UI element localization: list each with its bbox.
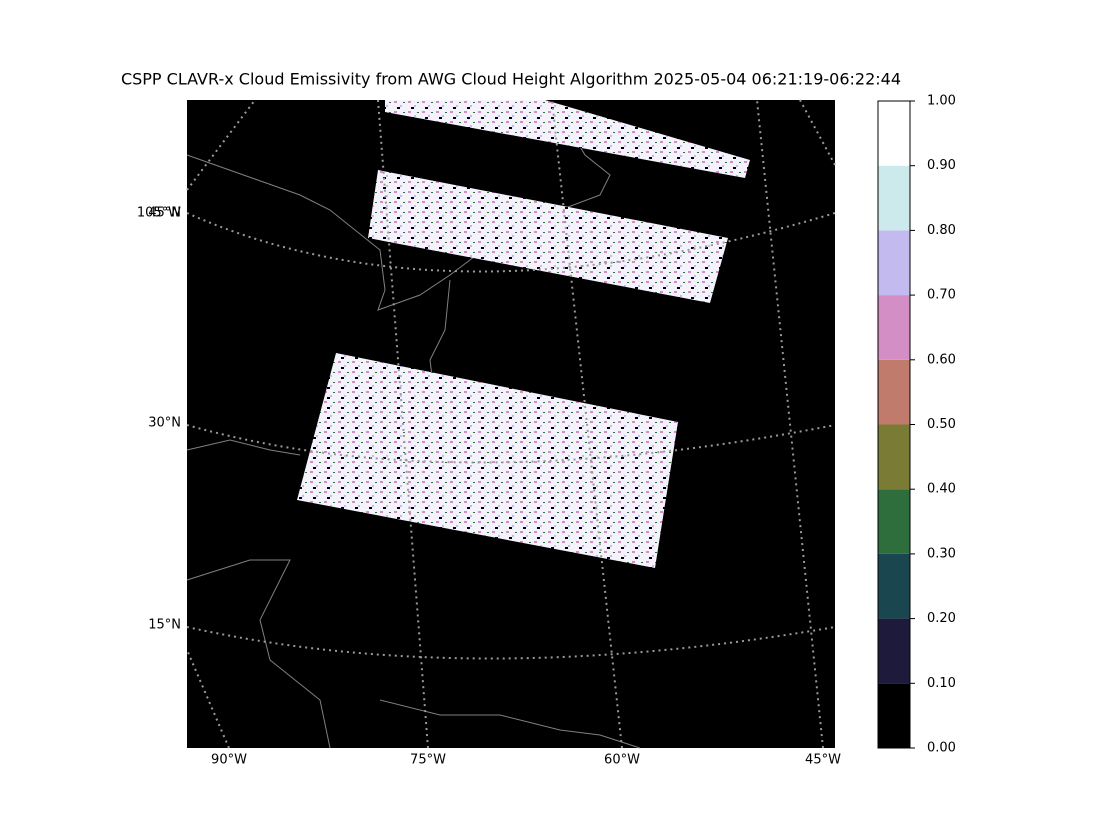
colorbar-segment xyxy=(878,424,910,490)
map xyxy=(186,99,836,749)
lat-label: 45°N xyxy=(148,206,181,221)
graticule xyxy=(186,99,836,749)
lon-label: 105°W xyxy=(137,206,181,221)
colorbar-tick-label: 0.40 xyxy=(927,482,956,497)
swath xyxy=(297,353,678,568)
colorbar-tick-label: 0.50 xyxy=(927,417,956,432)
lon-label: 75°W xyxy=(410,753,446,768)
lon-label: 45°W xyxy=(805,753,841,768)
colorbar-segment xyxy=(878,165,910,231)
colorbar-segment xyxy=(878,295,910,360)
colorbar: 0.00 0.10 0.20 0.30 0.40 0.50 0.60 0.70 0.80 0.90… xyxy=(877,94,956,756)
colorbar-tick-label: 0.30 xyxy=(927,546,956,561)
colorbar-segment xyxy=(878,683,910,748)
colorbar-tick-label: 1.00 xyxy=(927,94,956,109)
map-labels: 45°N 30°N 15°N 105°W 90°W 75°W 60°W 45°W xyxy=(137,206,841,768)
colorbar-tick-label: 0.70 xyxy=(927,288,956,303)
colorbar-tick-label: 0.20 xyxy=(927,611,956,626)
colorbar-tick-label: 0.60 xyxy=(927,352,956,367)
lat-label: 30°N xyxy=(148,416,181,431)
colorbar-tick-label: 0.90 xyxy=(927,158,956,173)
swath xyxy=(385,100,750,178)
lat-label: 15°N xyxy=(148,618,181,633)
colorbar-segment xyxy=(878,553,910,619)
colorbar-segment xyxy=(878,101,910,166)
title: CSPP CLAVR-x Cloud Emissivity from AWG C… xyxy=(121,70,901,89)
colorbar-segment xyxy=(878,230,910,296)
colorbar-tick-label: 0.00 xyxy=(927,741,956,756)
lon-label: 90°W xyxy=(211,753,247,768)
colorbar-tick-label: 0.80 xyxy=(927,223,956,238)
colorbar-segment xyxy=(878,359,910,425)
swath xyxy=(368,170,728,303)
colorbar-segment xyxy=(878,489,910,554)
colorbar-tick-label: 0.10 xyxy=(927,676,956,691)
lon-label: 60°W xyxy=(604,753,640,768)
colorbar-segment xyxy=(878,618,910,684)
